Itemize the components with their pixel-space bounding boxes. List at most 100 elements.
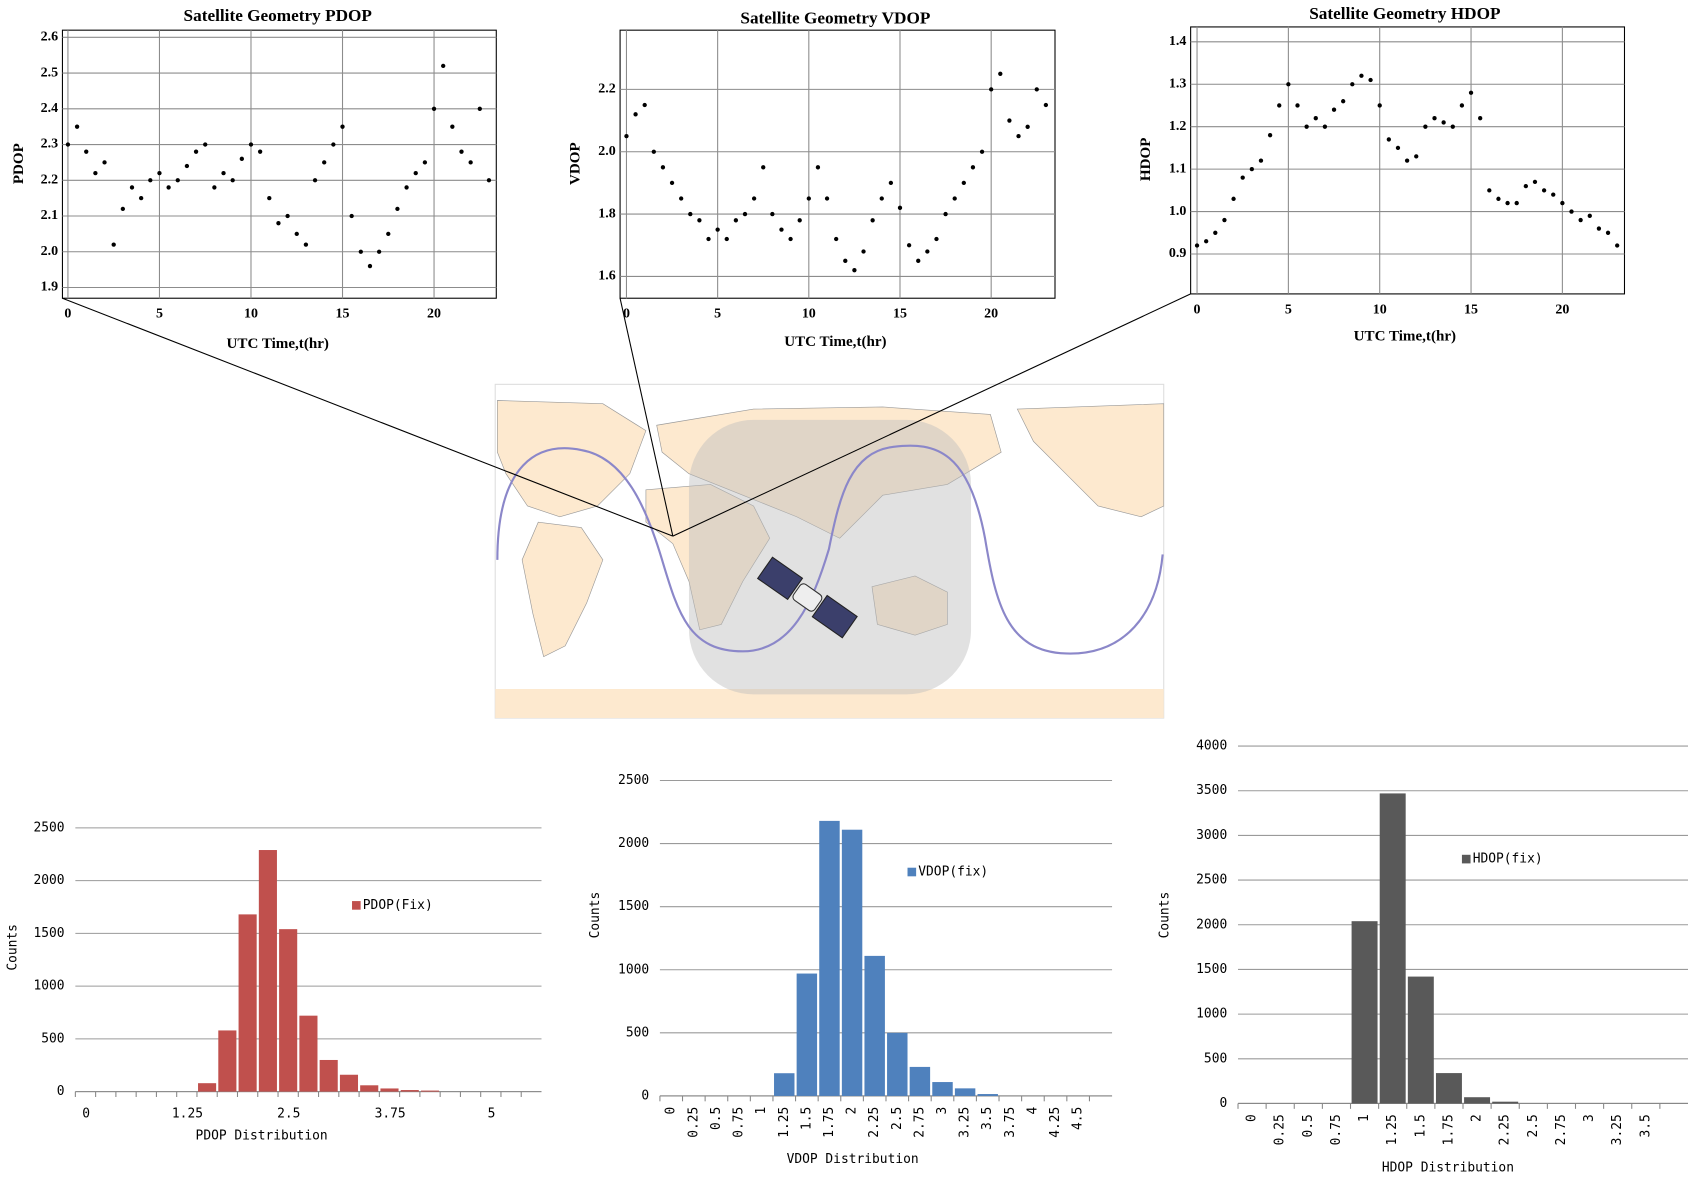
data-point [1007, 118, 1011, 122]
y-axis-label: VDOP [567, 142, 583, 185]
data-point [980, 150, 984, 154]
data-point [139, 196, 143, 200]
data-point [267, 196, 271, 200]
x-tick-label: 1.25 [1385, 1114, 1400, 1145]
data-point [1396, 146, 1400, 150]
data-point [1350, 82, 1354, 86]
x-tick-label: 15 [336, 307, 350, 322]
data-point [432, 107, 436, 111]
data-point [971, 165, 975, 169]
y-tick-label: 2.6 [41, 30, 58, 45]
data-point [1524, 184, 1528, 188]
data-point [84, 150, 88, 154]
x-tick-label: 4.5 [1071, 1107, 1086, 1130]
data-point [1314, 116, 1318, 120]
data-point [1323, 125, 1327, 129]
chart-title: Satellite Geometry VDOP [740, 8, 930, 27]
x-tick-label: 5 [156, 307, 163, 322]
x-tick-label: 2.5 [1526, 1114, 1541, 1137]
x-tick-label: 10 [244, 307, 258, 322]
data-point [816, 165, 820, 169]
data-point [1035, 87, 1039, 91]
x-axis-label: UTC Time,t(hr) [784, 334, 886, 350]
data-point [1368, 78, 1372, 82]
y-tick-label: 1.8 [598, 206, 615, 221]
data-point [1231, 197, 1235, 201]
x-tick-label: 1.75 [1441, 1114, 1456, 1145]
x-axis-label: UTC Time,t(hr) [227, 336, 329, 352]
bar [380, 1088, 398, 1091]
data-point [934, 237, 938, 241]
bar [932, 1082, 952, 1096]
data-point [231, 178, 235, 182]
x-tick-label: 2.75 [1554, 1114, 1569, 1145]
x-tick-label: 0.5 [709, 1107, 724, 1130]
data-point [1405, 158, 1409, 162]
data-point [807, 196, 811, 200]
data-point [212, 185, 216, 189]
x-tick-label: 5 [488, 1107, 496, 1122]
bar [239, 914, 257, 1091]
bar [842, 830, 862, 1096]
chart-title: Satellite Geometry PDOP [184, 6, 373, 25]
data-point [414, 171, 418, 175]
data-point [907, 243, 911, 247]
data-point [752, 196, 756, 200]
data-point [404, 185, 408, 189]
data-point [1295, 103, 1299, 107]
data-point [1195, 243, 1199, 247]
y-tick-label: 2500 [33, 820, 64, 835]
data-point [1606, 231, 1610, 235]
data-point [377, 250, 381, 254]
data-point [1241, 175, 1245, 179]
x-tick-label: 3.5 [980, 1107, 995, 1130]
bar [797, 974, 817, 1096]
x-axis-label: HDOP Distribution [1382, 1161, 1514, 1176]
data-point [734, 218, 738, 222]
data-point [1268, 133, 1272, 137]
y-tick-label: 2.4 [41, 101, 58, 116]
data-point [715, 227, 719, 231]
data-point [1469, 91, 1473, 95]
data-point [898, 206, 902, 210]
data-point [661, 165, 665, 169]
data-point [1025, 125, 1029, 129]
data-point [834, 237, 838, 241]
bar [1380, 793, 1406, 1103]
data-point [1332, 108, 1336, 112]
page-body: 051015201.92.02.12.22.32.42.52.6Satellit… [0, 0, 1688, 1181]
data-point [1359, 74, 1363, 78]
data-point [304, 242, 308, 246]
data-point [688, 212, 692, 216]
y-tick-label: 4000 [1196, 739, 1227, 754]
y-tick-label: 2500 [618, 773, 649, 788]
data-point [770, 212, 774, 216]
data-point [1515, 201, 1519, 205]
y-tick-label: 500 [41, 1031, 64, 1046]
bar [1352, 921, 1378, 1103]
plot-area [620, 30, 1055, 298]
data-point [1478, 116, 1482, 120]
x-tick-label: 1 [1357, 1114, 1372, 1122]
x-tick-label: 4.25 [1048, 1107, 1063, 1138]
bar [955, 1088, 975, 1096]
data-point [1597, 226, 1601, 230]
data-point [487, 178, 491, 182]
figure: 051015201.92.02.12.22.32.42.52.6Satellit… [0, 0, 1688, 1181]
y-tick-label: 1500 [618, 899, 649, 914]
x-tick-label: 2.5 [277, 1107, 300, 1122]
x-tick-label: 3.75 [375, 1107, 406, 1122]
data-point [441, 64, 445, 68]
y-tick-label: 2.2 [598, 82, 615, 97]
data-point [1487, 188, 1491, 192]
y-tick-label: 0 [641, 1088, 649, 1103]
y-tick-label: 2.3 [41, 137, 58, 152]
data-point [1533, 180, 1537, 184]
y-tick-label: 0.9 [1169, 246, 1186, 261]
legend-swatch [352, 901, 361, 910]
x-tick-label: 0.75 [732, 1107, 747, 1138]
bar [864, 956, 884, 1096]
data-point [313, 178, 317, 182]
x-tick-label: 0.25 [1273, 1114, 1288, 1145]
x-tick-label: 3.25 [1610, 1114, 1625, 1145]
